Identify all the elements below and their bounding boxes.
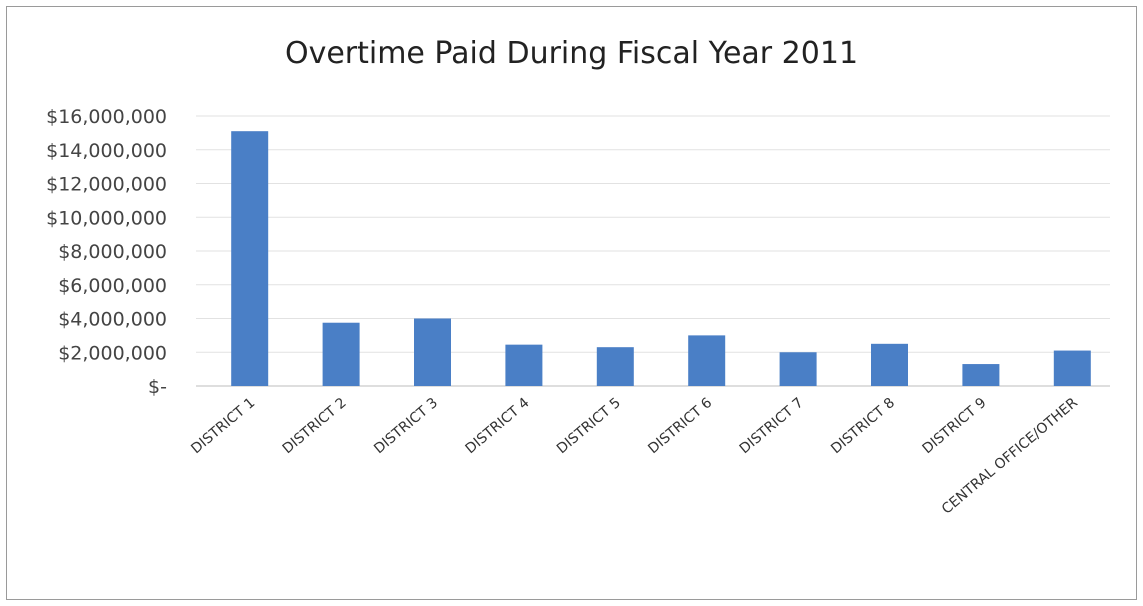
x-category-label: DISTRICT 2 — [280, 395, 350, 457]
x-category-label: DISTRICT 6 — [645, 395, 715, 457]
bar — [505, 344, 543, 386]
x-category-label: DISTRICT 9 — [920, 395, 990, 457]
bar — [871, 343, 908, 386]
y-tick-label: $14,000,000 — [46, 140, 167, 162]
x-category-label: DISTRICT 7 — [737, 395, 807, 457]
x-category-label: DISTRICT 5 — [554, 395, 624, 457]
y-tick-label: $4,000,000 — [58, 309, 167, 331]
x-category-label: DISTRICT 1 — [188, 395, 258, 457]
x-category-label: DISTRICT 8 — [828, 395, 898, 457]
bar — [231, 131, 269, 386]
y-tick-label: $16,000,000 — [46, 106, 167, 128]
x-axis-labels: DISTRICT 1 DISTRICT 2 DISTRICT 3 DISTRICT 4… — [188, 395, 1081, 518]
chart-frame — [6, 6, 1137, 600]
bars — [231, 131, 1091, 386]
chart-title: Overtime Paid During Fiscal Year 2011 — [284, 36, 859, 71]
bar — [414, 318, 451, 386]
y-axis-ticks: $- $2,000,000 $4,000,000 $6,000,000 $8,000,0… — [46, 106, 167, 398]
bar — [596, 347, 634, 386]
bar — [962, 364, 1000, 386]
y-tick-label: $6,000,000 — [58, 275, 167, 297]
bar — [322, 322, 360, 386]
x-category-label: DISTRICT 3 — [371, 395, 441, 457]
bar — [1053, 350, 1091, 386]
x-category-label: DISTRICT 4 — [463, 395, 533, 457]
y-tick-label: $12,000,000 — [46, 174, 167, 196]
y-tick-label: $2,000,000 — [58, 342, 167, 364]
y-tick-label: $8,000,000 — [58, 241, 167, 263]
bar — [688, 335, 726, 386]
y-tick-label: $- — [148, 376, 167, 398]
y-tick-label: $10,000,000 — [46, 207, 167, 229]
bar — [779, 352, 817, 386]
